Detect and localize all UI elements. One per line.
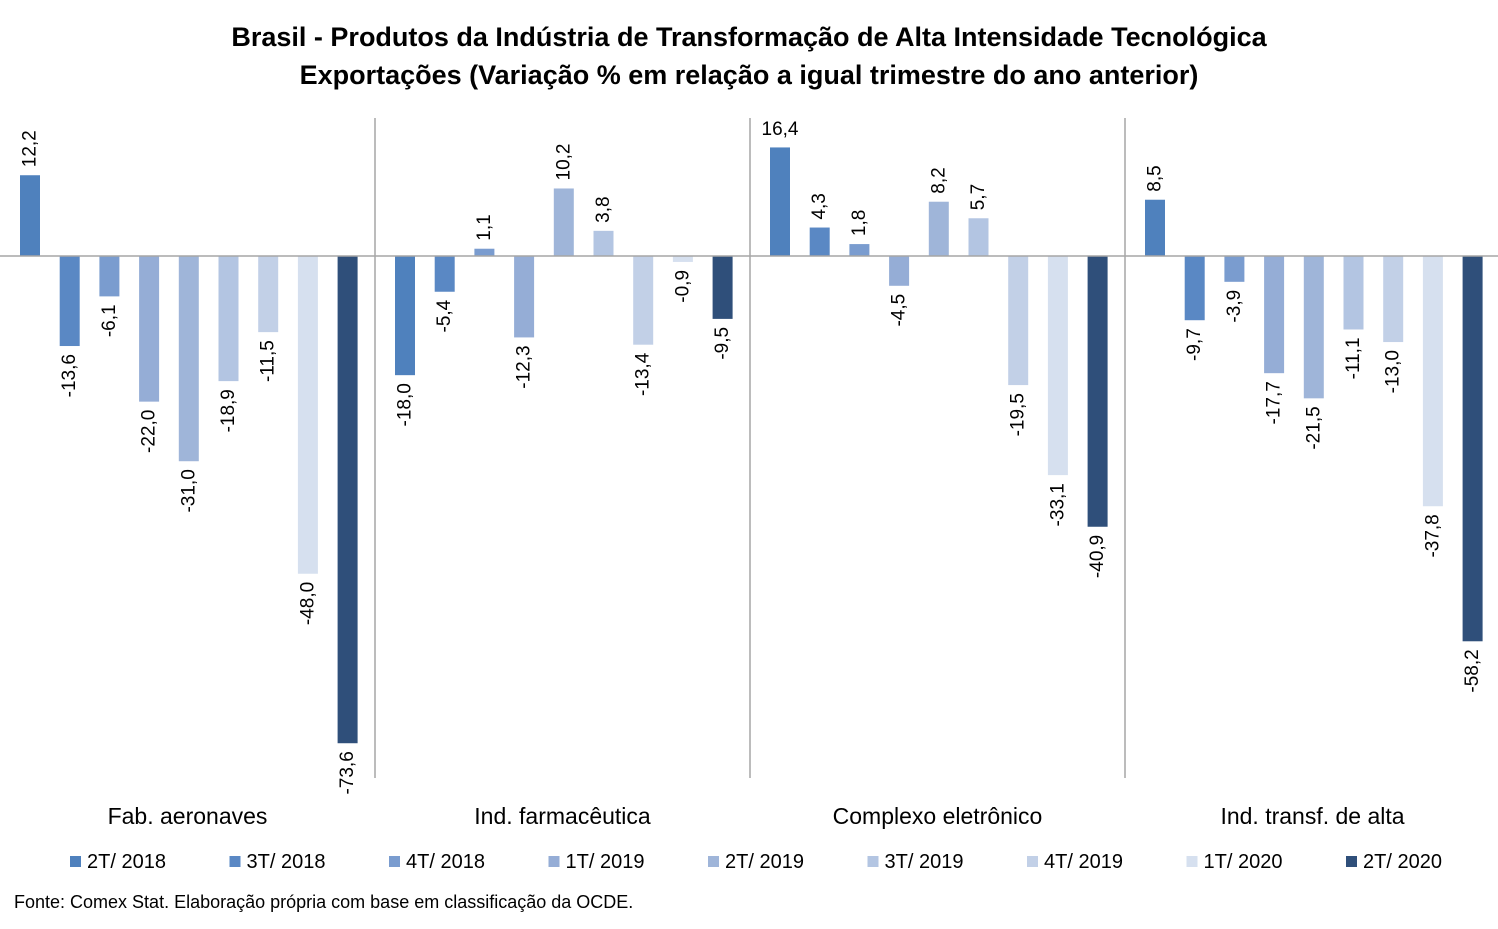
data-label: -0,9 xyxy=(672,270,693,303)
legend-entry: 2T/ 2020 xyxy=(1363,851,1442,873)
legend-swatch xyxy=(229,856,241,867)
data-label: -22,0 xyxy=(139,410,160,453)
legend-swatch xyxy=(708,856,719,867)
chart-title-line1: Brasil - Produtos da Indústria de Transf… xyxy=(231,22,1267,52)
bar xyxy=(337,256,358,744)
data-label: -3,9 xyxy=(1224,290,1245,323)
data-label: 12,2 xyxy=(20,130,41,167)
legend-swatch xyxy=(389,856,400,867)
data-label: -33,1 xyxy=(1047,483,1068,526)
data-label: 4,3 xyxy=(809,193,830,219)
source-note: Fonte: Comex Stat. Elaboração própria co… xyxy=(14,892,634,912)
bar xyxy=(1008,256,1029,386)
bar xyxy=(99,256,120,297)
chart-title: Brasil - Produtos da Indústria de Transf… xyxy=(0,18,1498,94)
legend-swatch xyxy=(867,856,879,867)
data-label: -5,4 xyxy=(434,299,455,332)
legend-entry: 1T/ 2019 xyxy=(566,851,645,873)
data-label: -12,3 xyxy=(514,345,535,388)
data-label: -9,7 xyxy=(1184,328,1205,361)
data-label: -21,5 xyxy=(1303,406,1324,449)
data-label: 1,8 xyxy=(849,210,870,236)
bar xyxy=(1422,256,1443,507)
legend-swatch xyxy=(1346,856,1357,867)
bar xyxy=(139,256,160,402)
chart-subtitle: Exportações (Variação % em relação a igu… xyxy=(299,60,1199,90)
bar xyxy=(20,175,40,256)
data-label: -13,0 xyxy=(1383,350,1404,393)
data-label: 5,7 xyxy=(968,184,989,210)
bar xyxy=(1184,256,1205,321)
legend-swatch xyxy=(1027,856,1038,867)
bar xyxy=(712,256,733,319)
data-label: -19,5 xyxy=(1008,393,1029,436)
legend-entry: 1T/ 2020 xyxy=(1204,851,1283,873)
data-label: 8,5 xyxy=(1145,165,1166,191)
data-label: -11,1 xyxy=(1343,337,1364,379)
data-label: 10,2 xyxy=(553,143,574,180)
bar xyxy=(178,256,199,462)
data-label: -48,0 xyxy=(297,582,318,625)
data-label: -40,9 xyxy=(1087,535,1108,578)
bar xyxy=(434,256,455,292)
bar xyxy=(553,188,574,256)
legend-entry: 4T/ 2019 xyxy=(1044,851,1123,873)
bar xyxy=(633,256,654,345)
bar xyxy=(1224,256,1245,282)
bar xyxy=(928,201,949,256)
data-label: -6,1 xyxy=(99,304,120,337)
legend-entry: 3T/ 2019 xyxy=(885,851,964,873)
category-label: Ind. transf. de alta xyxy=(1220,803,1404,829)
legend-entry: 2T/ 2019 xyxy=(725,851,804,873)
bar xyxy=(593,230,614,256)
bar xyxy=(1343,256,1364,330)
data-label: -18,0 xyxy=(395,383,416,426)
legend-swatch xyxy=(548,856,560,867)
bar xyxy=(1383,256,1404,343)
bar xyxy=(809,227,830,256)
data-label: 3,8 xyxy=(593,196,614,222)
data-label: 1,1 xyxy=(474,214,495,240)
data-label: -18,9 xyxy=(218,389,239,432)
bar xyxy=(514,256,535,338)
bar xyxy=(849,244,870,256)
data-label: 16,4 xyxy=(762,119,799,140)
data-label: -13,4 xyxy=(633,352,654,396)
data-label: 8,2 xyxy=(928,167,949,193)
data-label: -31,0 xyxy=(178,469,199,512)
legend-entry: 4T/ 2018 xyxy=(406,851,485,873)
bar xyxy=(968,218,989,256)
bar xyxy=(1462,256,1483,642)
bar xyxy=(1047,256,1068,476)
data-label: -17,7 xyxy=(1264,381,1285,424)
bar xyxy=(889,256,910,286)
bar xyxy=(1145,199,1165,256)
bar xyxy=(297,256,318,574)
legend-swatch xyxy=(70,856,81,867)
legend-entry: 3T/ 2018 xyxy=(247,851,326,873)
bar xyxy=(218,256,239,382)
bar xyxy=(59,256,80,347)
category-label: Fab. aeronaves xyxy=(108,803,268,829)
legend-entry: 2T/ 2018 xyxy=(87,851,166,873)
bar xyxy=(395,256,415,376)
bar xyxy=(770,147,790,256)
category-label: Ind. farmacêutica xyxy=(474,803,651,829)
bar xyxy=(672,256,693,262)
data-label: -73,6 xyxy=(337,751,358,794)
legend-swatch xyxy=(1186,856,1198,867)
bar xyxy=(258,256,279,333)
bar xyxy=(1303,256,1324,399)
data-label: -4,5 xyxy=(889,294,910,327)
data-label: -58,2 xyxy=(1462,649,1483,692)
bar xyxy=(1264,256,1285,374)
data-label: -37,8 xyxy=(1422,514,1443,557)
bar xyxy=(1087,256,1108,527)
bar xyxy=(474,248,495,256)
data-label: -11,5 xyxy=(258,340,279,382)
data-label: -9,5 xyxy=(712,327,733,360)
data-label: -13,6 xyxy=(59,354,80,397)
category-label: Complexo eletrônico xyxy=(833,803,1043,829)
